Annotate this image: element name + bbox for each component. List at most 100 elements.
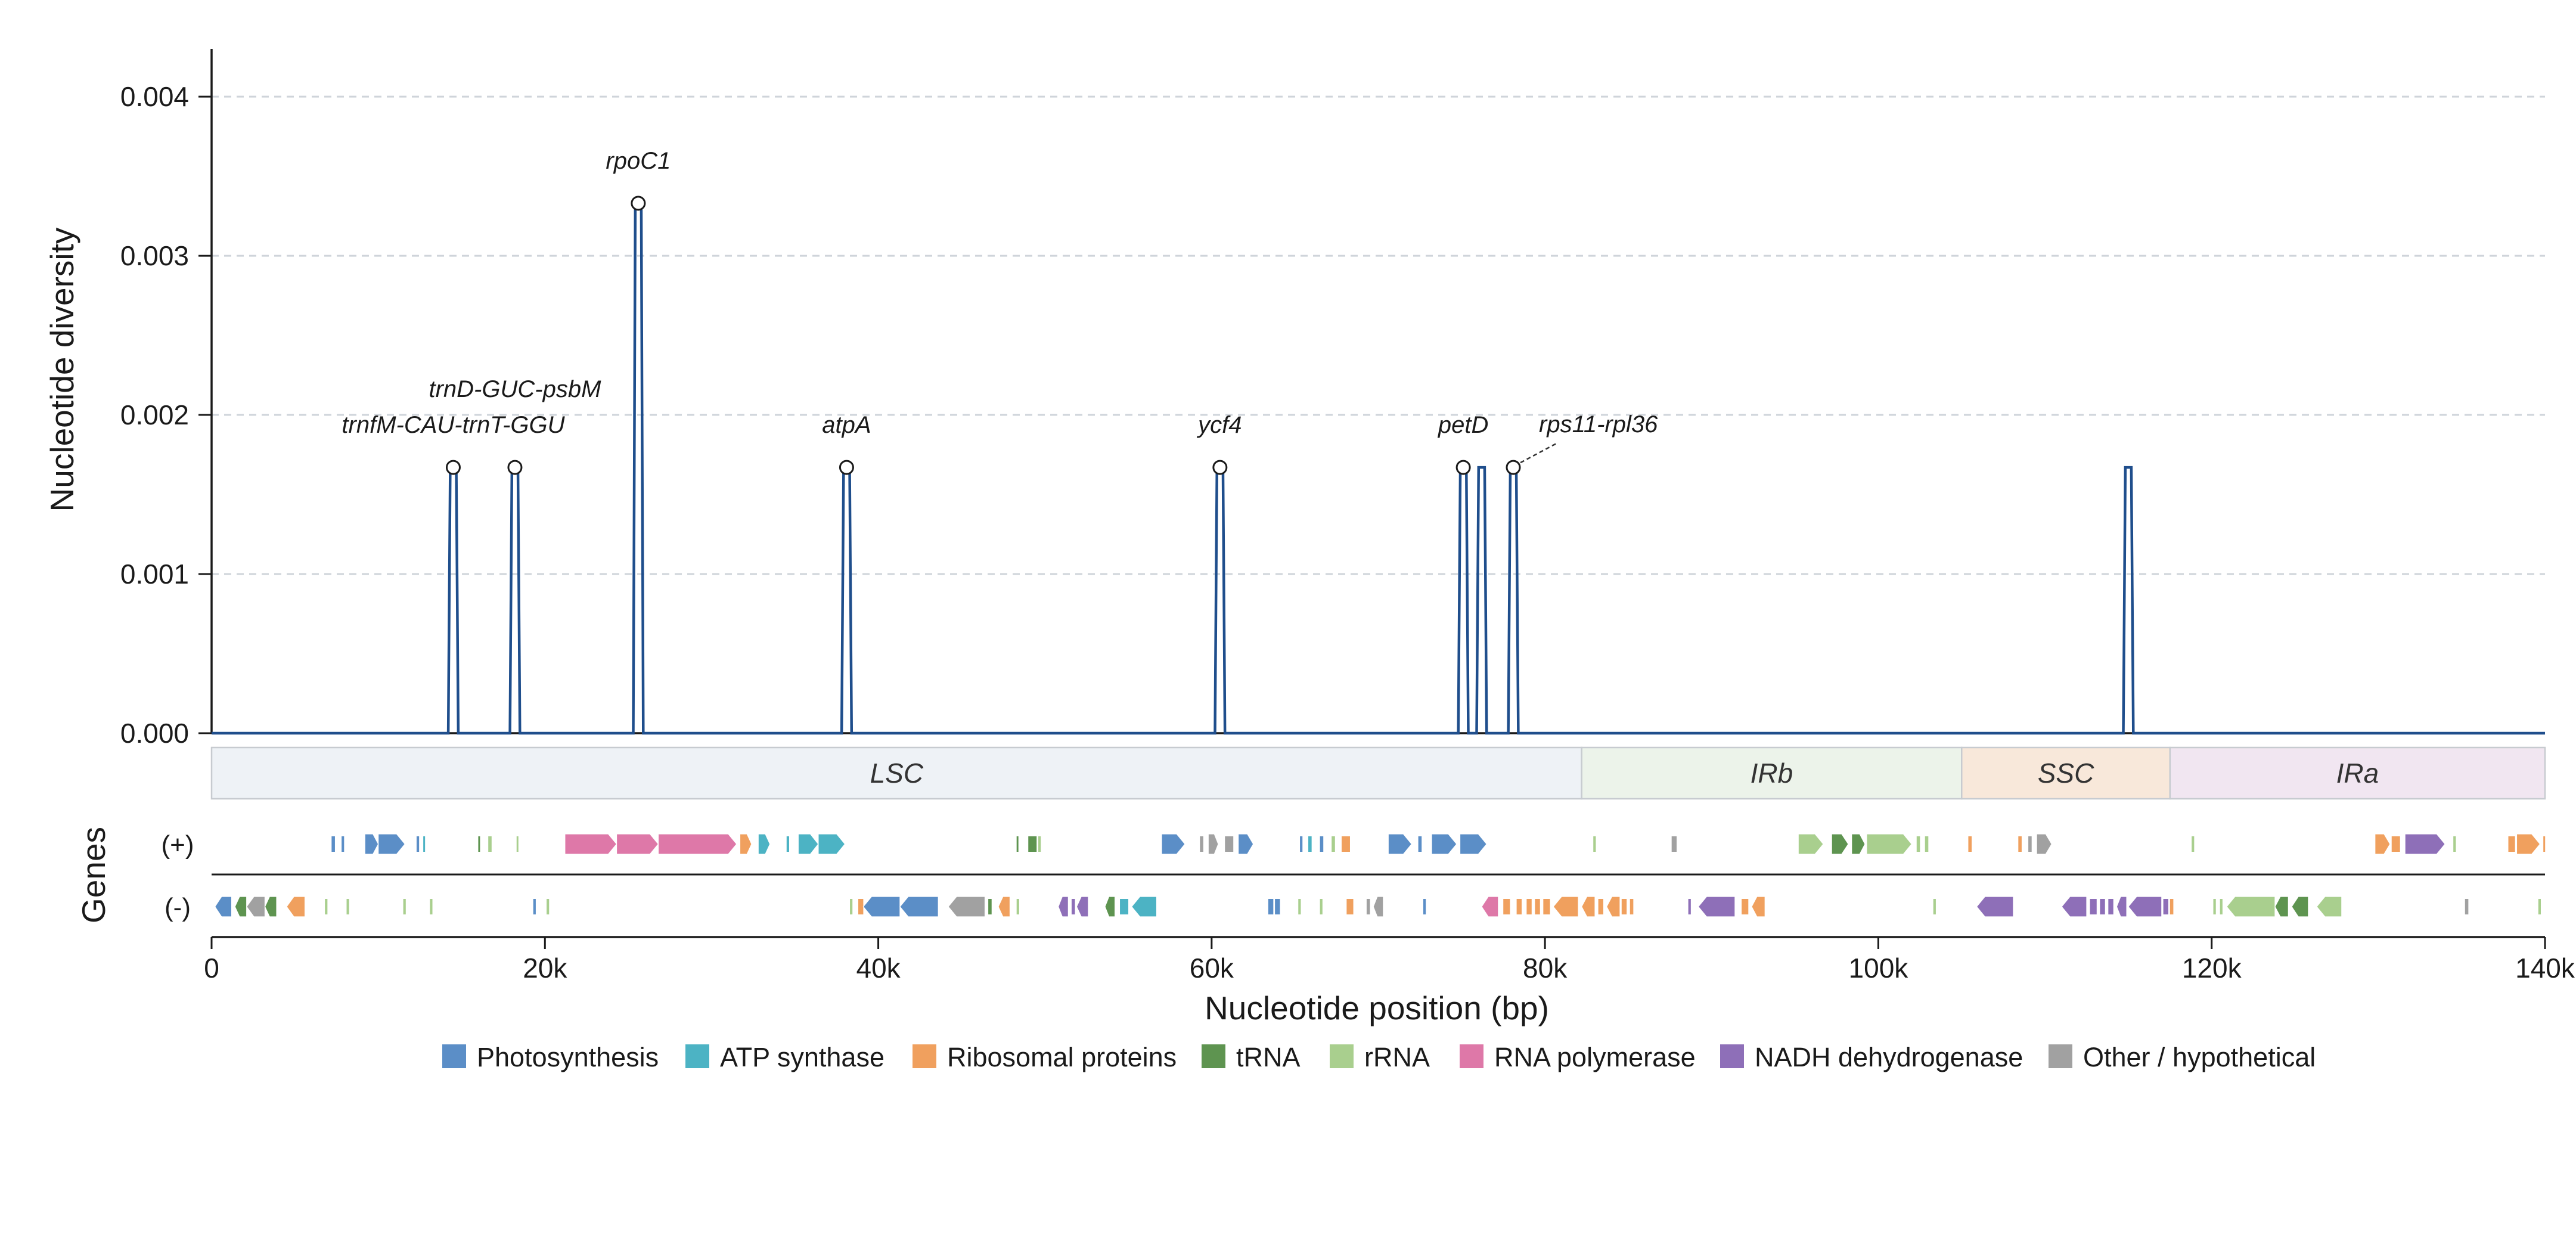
- gene-minus-strand: [1131, 896, 1157, 917]
- gene-minus-strand: [2128, 896, 2162, 917]
- gene-minus-strand: [1535, 899, 1540, 914]
- y-axis-title: Nucleotide diversity: [44, 227, 80, 511]
- gene-minus-strand: [850, 899, 853, 914]
- gene-plus-strand: [1208, 833, 1219, 855]
- gene-plus-strand: [342, 836, 344, 852]
- gene-plus-strand: [1200, 836, 1203, 852]
- legend-swatch: [1720, 1044, 1744, 1068]
- gene-plus-strand: [564, 833, 617, 855]
- peak-label: rpoC1: [606, 148, 671, 174]
- peak-marker: [1212, 460, 1228, 475]
- gene-plus-strand: [739, 833, 752, 855]
- gene-minus-strand: [1275, 899, 1280, 914]
- gene-plus-strand: [2453, 836, 2456, 852]
- gene-plus-strand: [2018, 836, 2022, 852]
- plot-axes: 0.000 0.001 0.002 0.003 0.004: [120, 49, 2545, 749]
- gene-plus-strand: [331, 836, 335, 852]
- gene-plus-strand: [1320, 836, 1324, 852]
- gene-minus-strand: [1057, 896, 1069, 917]
- peak-label: rps11-rpl36: [1539, 411, 1658, 438]
- gene-plus-strand: [1431, 833, 1457, 855]
- gene-minus-strand: [1503, 899, 1510, 914]
- peak-marker: [445, 460, 461, 475]
- gene-minus-strand: [430, 899, 433, 914]
- gene-minus-strand: [2316, 896, 2342, 917]
- x-tick-label: 100k: [1849, 953, 1909, 984]
- gene-minus-strand: [1598, 899, 1604, 914]
- gene-plus-strand: [1916, 836, 1920, 852]
- x-tick-label: 80k: [1523, 953, 1568, 984]
- gene-minus-strand: [1366, 899, 1370, 914]
- peak-label: trnfM-CAU-trnT-GGU: [342, 412, 565, 438]
- x-tick-label: 0: [204, 953, 219, 984]
- x-tick-label: 20k: [523, 953, 567, 984]
- peak-marker: [839, 460, 854, 475]
- gene-minus-strand: [246, 896, 266, 917]
- gene-minus-strand: [547, 899, 550, 914]
- gene-minus-strand: [899, 896, 939, 917]
- gene-plus-strand: [1238, 833, 1254, 855]
- gene-plus-strand: [1418, 836, 1422, 852]
- gene-plus-strand: [2404, 833, 2445, 855]
- gene-minus-strand: [2465, 899, 2469, 914]
- gene-plus-strand: [616, 833, 659, 855]
- genome-region-bar: LSC IRb SSC IRa: [210, 746, 2546, 800]
- gene-plus-strand: [1016, 836, 1019, 852]
- gene-minus-strand: [403, 899, 406, 914]
- gene-minus-strand: [858, 899, 864, 914]
- gene-plus-strand: [2391, 836, 2400, 852]
- gene-plus-strand: [1593, 836, 1596, 852]
- region-label: SSC: [2038, 758, 2094, 789]
- gene-minus-strand: [1606, 896, 1621, 917]
- gene-plus-strand: [1225, 836, 1234, 852]
- gene-plus-strand: [1671, 836, 1677, 852]
- gene-plus-strand: [416, 836, 420, 852]
- gene-minus-strand: [533, 899, 536, 914]
- region-block-ira: [2169, 746, 2546, 800]
- gene-plus-strand: [1388, 833, 1413, 855]
- region-label: LSC: [870, 758, 924, 789]
- gene-minus-strand: [1976, 896, 2014, 917]
- gene-minus-strand: [1933, 899, 1936, 914]
- gene-minus-strand: [1120, 899, 1129, 914]
- legend-swatch: [913, 1044, 936, 1068]
- gene-minus-strand: [988, 899, 992, 914]
- region-label: IRa: [2336, 758, 2379, 789]
- gene-minus-strand: [214, 896, 232, 917]
- gene-minus-strand: [1553, 896, 1579, 917]
- gene-plus-strand: [1831, 833, 1849, 855]
- region-block-irb: [1581, 746, 1963, 800]
- peak-label: trnD-GUC-psbM: [429, 376, 601, 402]
- legend-label: NADH dehydrogenase: [1755, 1042, 2023, 1072]
- peak-marker: [507, 460, 523, 475]
- legend-swatch: [1202, 1044, 1225, 1068]
- gene-minus-strand: [1373, 896, 1384, 917]
- legend-swatch: [1460, 1044, 1483, 1068]
- y-gridlines: [212, 95, 2545, 575]
- gene-plus-strand: [2375, 833, 2391, 855]
- gene-minus-strand: [2100, 899, 2105, 914]
- gene-minus-strand: [2108, 899, 2113, 914]
- peak-labels: trnfM-CAU-trnT-GGU trnD-GUC-psbM rpoC1 atpA…: [342, 148, 1658, 464]
- legend-label: tRNA: [1236, 1042, 1301, 1072]
- gene-plus-strand: [2028, 836, 2032, 852]
- gene-minus-strand: [2116, 896, 2127, 917]
- legend-label: rRNA: [1364, 1042, 1430, 1072]
- gene-minus-strand: [2163, 899, 2169, 914]
- gene-minus-strand: [325, 899, 328, 914]
- gene-minus-strand: [1630, 899, 1634, 914]
- x-tick-label: 120k: [2182, 953, 2242, 984]
- gene-minus-strand: [1697, 896, 1736, 917]
- gene-minus-strand: [1320, 899, 1323, 914]
- gene-plus-strand: [1798, 833, 1824, 855]
- gene-minus-strand: [2291, 896, 2309, 917]
- gene-plus-strand: [1332, 836, 1335, 852]
- gene-minus-strand: [1016, 899, 1019, 914]
- gene-minus-strand: [1104, 896, 1116, 917]
- gene-tracks: (+) (-): [162, 830, 2546, 922]
- gene-plus-strand: [1038, 836, 1041, 852]
- legend-swatch: [685, 1044, 709, 1068]
- gene-plus-strand: [2516, 833, 2541, 855]
- minus-strand-label: (-): [165, 893, 191, 922]
- gene-plus-strand: [1308, 836, 1312, 852]
